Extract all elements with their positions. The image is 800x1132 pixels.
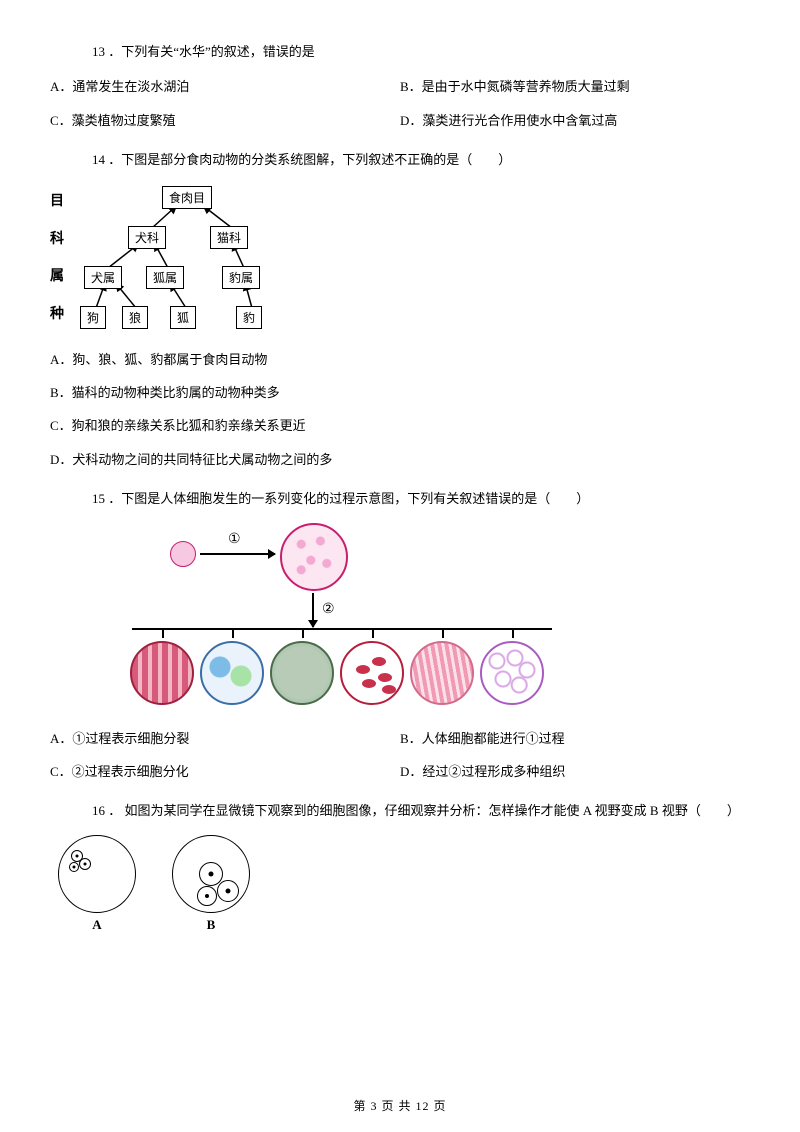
q15-options-row2: C．②过程表示细胞分化 D．经过②过程形成多种组织 xyxy=(50,760,750,783)
q15-stem: 15 ．下图是人体细胞发生的一系列变化的过程示意图，下列有关叙述错误的是（ ） xyxy=(50,487,750,510)
branch-bar xyxy=(132,628,552,630)
tick-1 xyxy=(162,628,164,638)
tick-3 xyxy=(302,628,304,638)
q13-option-c: C．藻类植物过度繁殖 xyxy=(50,109,400,132)
node-fam1: 犬科 xyxy=(128,226,166,249)
q14-option-c: C．狗和狼的亲缘关系比狐和豹亲缘关系更近 xyxy=(50,414,750,437)
cell-b3 xyxy=(197,886,217,906)
rank-family: 科 xyxy=(50,226,64,254)
rank-species: 种 xyxy=(50,301,64,329)
q13-options-row1: A．通常发生在淡水湖泊 B．是由于水中氮磷等营养物质大量过剩 xyxy=(50,75,750,98)
caption-b: B xyxy=(172,917,250,933)
tick-4 xyxy=(372,628,374,638)
multi-cell-icon xyxy=(280,523,348,591)
q15-option-a: A．①过程表示细胞分裂 xyxy=(50,727,400,750)
node-sp3: 狐 xyxy=(170,306,196,329)
q16-diagram: A B xyxy=(58,835,750,933)
q13-stem: 13 ．下列有关“水华”的叙述，错误的是 xyxy=(50,40,750,63)
arrow-1 xyxy=(200,553,275,555)
tissue-5-icon xyxy=(410,641,474,705)
node-sp1: 狗 xyxy=(80,306,106,329)
rank-genus: 属 xyxy=(50,263,64,291)
node-gen3: 豹属 xyxy=(222,266,260,289)
q14-option-d: D．犬科动物之间的共同特征比犬属动物之间的多 xyxy=(50,448,750,471)
node-fam2: 猫科 xyxy=(210,226,248,249)
tick-6 xyxy=(512,628,514,638)
view-a: A xyxy=(58,835,136,933)
node-order: 食肉目 xyxy=(162,186,212,209)
cell-a2 xyxy=(79,858,91,870)
field-b-icon xyxy=(172,835,250,913)
question-16: 16 ． 如图为某同学在显微镜下观察到的细胞图像，仔细观察并分析：怎样操作才能使… xyxy=(50,799,750,932)
view-b: B xyxy=(172,835,250,933)
tissue-3-icon xyxy=(270,641,334,705)
q13-option-a: A．通常发生在淡水湖泊 xyxy=(50,75,400,98)
q14-diagram: 目 科 属 种 xyxy=(50,184,750,334)
label-2: ② xyxy=(322,601,335,618)
tissue-6-icon xyxy=(480,641,544,705)
q13-options-row2: C．藻类植物过度繁殖 D．藻类进行光合作用使水中含氧过高 xyxy=(50,109,750,132)
cell-b2 xyxy=(217,880,239,902)
q15-diagram: ① ② xyxy=(130,523,570,713)
q15-option-d: D．经过②过程形成多种组织 xyxy=(400,760,750,783)
label-1: ① xyxy=(228,531,241,548)
tissue-row xyxy=(130,641,544,705)
q15-option-b: B．人体细胞都能进行①过程 xyxy=(400,727,750,750)
node-gen2: 狐属 xyxy=(146,266,184,289)
question-15: 15 ．下图是人体细胞发生的一系列变化的过程示意图，下列有关叙述错误的是（ ） … xyxy=(50,487,750,783)
tissue-2-icon xyxy=(200,641,264,705)
tick-2 xyxy=(232,628,234,638)
node-sp4: 豹 xyxy=(236,306,262,329)
tissue-1-icon xyxy=(130,641,194,705)
field-a-icon xyxy=(58,835,136,913)
caption-a: A xyxy=(58,917,136,933)
question-13: 13 ．下列有关“水华”的叙述，错误的是 A．通常发生在淡水湖泊 B．是由于水中… xyxy=(50,40,750,132)
q14-option-b: B．猫科的动物种类比豹属的动物种类多 xyxy=(50,381,750,404)
node-sp2: 狼 xyxy=(122,306,148,329)
q16-stem: 16 ． 如图为某同学在显微镜下观察到的细胞图像，仔细观察并分析：怎样操作才能使… xyxy=(50,799,750,822)
tissue-4-icon xyxy=(340,641,404,705)
arrow-2 xyxy=(312,593,314,627)
page-footer: 第 3 页 共 12 页 xyxy=(0,1097,800,1114)
q14-stem: 14 ．下图是部分食肉动物的分类系统图解，下列叙述不正确的是（ ） xyxy=(50,148,750,171)
cell-a3 xyxy=(69,862,79,872)
q15-options-row1: A．①过程表示细胞分裂 B．人体细胞都能进行①过程 xyxy=(50,727,750,750)
page-number: 第 3 页 共 12 页 xyxy=(353,1099,446,1113)
node-gen1: 犬属 xyxy=(84,266,122,289)
q13-option-b: B．是由于水中氮磷等营养物质大量过剩 xyxy=(400,75,750,98)
q13-option-d: D．藻类进行光合作用使水中含氧过高 xyxy=(400,109,750,132)
rank-order: 目 xyxy=(50,188,64,216)
single-cell-icon xyxy=(170,541,196,567)
question-14: 14 ．下图是部分食肉动物的分类系统图解，下列叙述不正确的是（ ） 目 科 属 … xyxy=(50,148,750,471)
tick-5 xyxy=(442,628,444,638)
q14-rank-labels: 目 科 属 种 xyxy=(50,184,74,334)
q14-option-a: A．狗、狼、狐、豹都属于食肉目动物 xyxy=(50,348,750,371)
q15-option-c: C．②过程表示细胞分化 xyxy=(50,760,400,783)
q14-tree: 食肉目 犬科 猫科 犬属 狐属 豹属 狗 狼 狐 豹 xyxy=(74,184,304,334)
